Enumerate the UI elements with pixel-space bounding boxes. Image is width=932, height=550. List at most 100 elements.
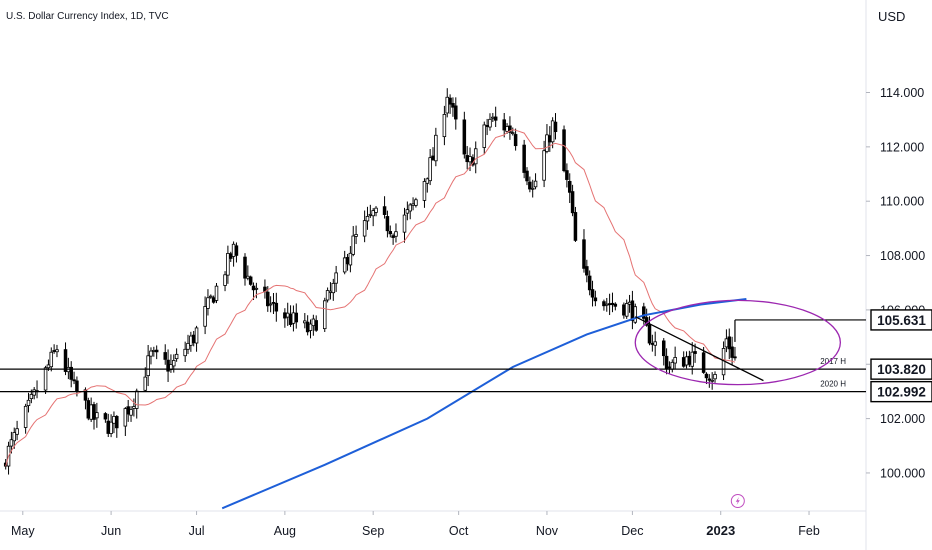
- candle-body-down: [274, 302, 279, 312]
- candle: [268, 296, 273, 313]
- y-tick-label: 108.000: [880, 249, 925, 263]
- candle: [95, 402, 99, 428]
- candle-body-up: [542, 150, 546, 181]
- candle: [223, 271, 227, 292]
- candle: [454, 97, 458, 130]
- candle: [493, 106, 498, 127]
- candle-body-up: [394, 231, 398, 237]
- candle-body-down: [548, 135, 552, 143]
- candle-body-down: [243, 256, 247, 279]
- candle-body-down: [126, 406, 130, 415]
- candle-body-down: [613, 303, 618, 307]
- candle-body-up: [633, 306, 638, 323]
- candle-body-down: [570, 191, 575, 214]
- candle-body-down: [271, 301, 276, 304]
- candle: [26, 392, 31, 413]
- candle-body-down: [92, 404, 96, 420]
- candle: [203, 296, 207, 335]
- candle: [653, 331, 657, 357]
- candle-body-up: [206, 297, 210, 309]
- candle: [362, 210, 367, 243]
- candle-body-up: [134, 390, 139, 409]
- candle: [704, 372, 709, 385]
- candle-body-up: [482, 124, 487, 148]
- candle-body-down: [385, 216, 390, 232]
- candle: [602, 299, 606, 311]
- candle: [422, 178, 427, 208]
- candle-body-up: [268, 303, 273, 306]
- candle-body-down: [553, 121, 558, 133]
- price-label: 103.820: [870, 358, 932, 380]
- candle: [624, 299, 629, 319]
- candle-body-up: [26, 399, 31, 406]
- candle-body-up: [32, 389, 36, 396]
- candle-body-down: [305, 321, 310, 333]
- candle-body-down: [115, 416, 119, 429]
- candle-body-down: [730, 346, 734, 358]
- candle-body-down: [234, 245, 239, 256]
- candle-body-down: [52, 350, 56, 352]
- candle-body-up: [673, 357, 677, 364]
- candle-body-up: [152, 349, 156, 352]
- candle-body-down: [388, 231, 393, 235]
- candle-body-down: [593, 297, 598, 302]
- candle-body-up: [325, 290, 330, 301]
- candle: [43, 365, 48, 395]
- candle-body-down: [106, 420, 111, 434]
- candle: [482, 121, 487, 155]
- candle-body-up: [374, 207, 378, 213]
- candle: [473, 141, 478, 174]
- support-label-2: 2020 H: [820, 380, 846, 389]
- x-tick-label: Sep: [362, 524, 384, 538]
- candle-body-down: [661, 340, 666, 357]
- candle-body-down: [602, 301, 606, 307]
- candle-body-down: [573, 212, 578, 241]
- candle-body-up: [226, 253, 230, 276]
- candle-body-down: [63, 349, 68, 372]
- candle-body-up: [724, 338, 729, 348]
- candle-body-down: [701, 352, 706, 373]
- candle-body-up: [371, 210, 375, 217]
- candle-body-up: [303, 320, 307, 324]
- candle: [32, 387, 36, 400]
- candle-body-down: [431, 155, 435, 160]
- candle: [149, 347, 153, 365]
- candle-body-up: [186, 342, 190, 350]
- candle-body-down: [465, 155, 469, 163]
- candle: [414, 197, 418, 208]
- candle-body-up: [285, 312, 290, 318]
- candle: [342, 250, 347, 275]
- candle: [513, 128, 518, 151]
- candle: [502, 113, 506, 138]
- candle-body-down: [513, 134, 518, 147]
- candle: [103, 412, 108, 423]
- candle-body-down: [562, 129, 566, 172]
- candle-body-up: [291, 312, 296, 324]
- price-label-text: 103.820: [877, 362, 926, 377]
- candle-body-down: [681, 357, 686, 367]
- candle: [248, 275, 253, 286]
- trendline: [634, 316, 764, 382]
- candle-body-down: [607, 303, 612, 306]
- candle: [72, 371, 76, 385]
- candle-body-down: [502, 119, 506, 131]
- candle-body-down: [69, 366, 73, 380]
- candle: [451, 97, 455, 117]
- candle-body-up: [95, 412, 99, 419]
- candle: [226, 245, 230, 284]
- candle: [727, 328, 732, 360]
- candle: [710, 372, 714, 390]
- candle-body-down: [163, 352, 167, 360]
- candle-body-up: [368, 213, 373, 216]
- candle: [206, 289, 210, 316]
- y-tick-label: 114.000: [880, 86, 924, 100]
- candle: [528, 176, 532, 193]
- candle-body-up: [428, 157, 432, 182]
- price-label-text: 105.631: [877, 313, 926, 328]
- candle-body-down: [693, 351, 697, 354]
- candle: [174, 348, 179, 362]
- candle-body-up: [149, 350, 153, 357]
- price-label: 102.992: [870, 380, 932, 403]
- candle: [294, 303, 299, 329]
